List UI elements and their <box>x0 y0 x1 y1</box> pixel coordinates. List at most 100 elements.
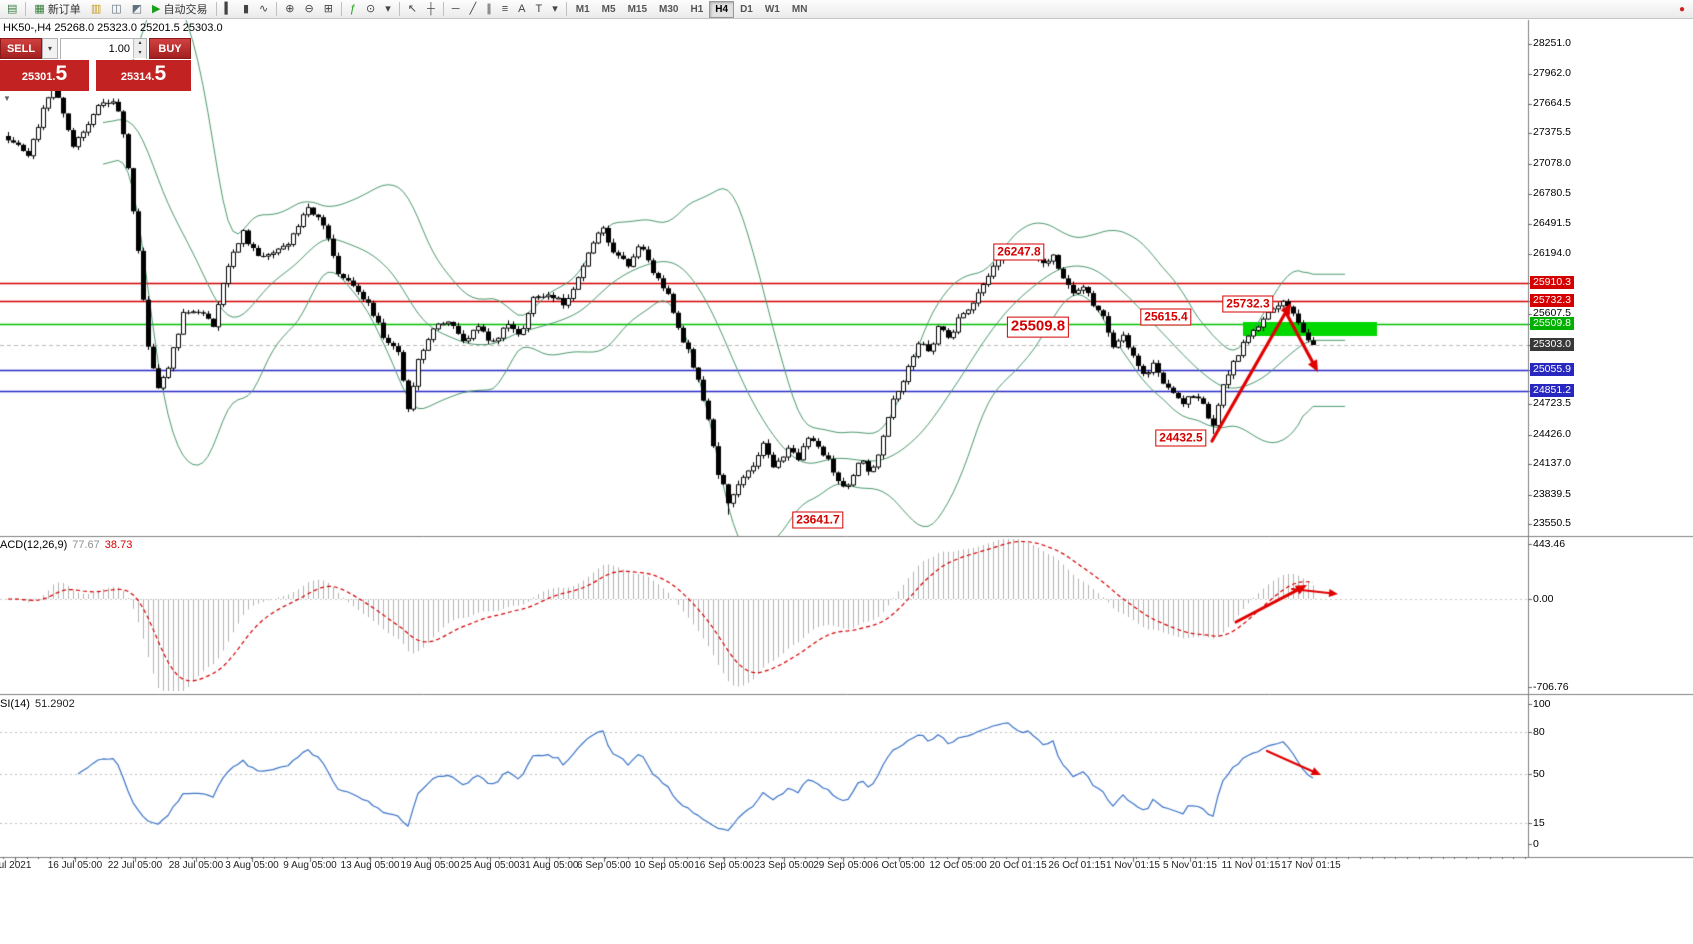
volume-input-wrap: ▴ ▾ <box>60 38 147 59</box>
buy-price-small: 25314. <box>120 71 155 83</box>
buy-price[interactable]: 25314. 5 <box>96 60 191 91</box>
timeframe-h4-button[interactable]: H4 <box>709 0 735 18</box>
toolbar-candle-chart-mode-button[interactable]: ▮ <box>238 1 254 18</box>
label-tool-icon: T <box>535 2 543 15</box>
volume-input[interactable] <box>61 39 146 59</box>
time-axis-label: 10 Sep 05:00 <box>634 860 694 871</box>
toolbar-crosshair-button[interactable]: ┼ <box>422 1 440 18</box>
toolbar-periods-button[interactable]: ⊙ <box>361 1 380 18</box>
toolbar: ▤ ▦ 新订单 ▥ ◫ ◩ ▶ 自动交易 ▍ ▮ ∿ ⊕ ⊖ ⊞ ƒ ⊙ ▾ ↖ ┼ ─ ╱ ∥ ≡ A T ▾ M1 M5 M15 M3… <box>0 0 1693 19</box>
toolbar-separator <box>215 2 217 16</box>
sell-button[interactable]: SELL <box>0 38 42 59</box>
timeframe-w1-button[interactable]: W1 <box>764 3 780 15</box>
price-axis-label: 25732.3 <box>1530 294 1574 308</box>
time-axis-label: 12 Oct 05:00 <box>929 860 987 871</box>
toolbar-shapes-tool-button[interactable]: ▾ <box>547 1 563 18</box>
toolbar-new-chart-button[interactable]: ▤ <box>2 1 22 18</box>
price-callout[interactable]: 24432.5 <box>1155 429 1207 447</box>
text-tool-icon: A <box>518 2 526 15</box>
toolbar-terminal-button[interactable]: ◩ <box>127 1 147 18</box>
trade-panel-collapse-button[interactable]: ▼ <box>3 94 11 103</box>
time-axis[interactable]: ul 2021 16 Jul 05:00 22 Jul 05:00 28 Jul 05… <box>0 857 1528 877</box>
volume-up-button[interactable]: ▴ <box>134 39 146 49</box>
toolbar-fibonacci-tool-button[interactable]: ≡ <box>497 1 513 18</box>
order-type-dropdown[interactable]: ▾ <box>42 38 58 59</box>
indicators-icon: ƒ <box>349 2 357 15</box>
toolbar-zoom-out-button[interactable]: ⊖ <box>299 1 318 18</box>
candle-chart-mode-icon: ▮ <box>242 2 250 15</box>
price-callout[interactable]: 23641.7 <box>792 511 844 529</box>
macd-axis-label: 443.46 <box>1533 538 1566 550</box>
toolbar-indicators-button[interactable]: ƒ <box>345 1 361 18</box>
timeframe-m30-button[interactable]: M30 <box>659 3 679 15</box>
price-axis-label: 25303.0 <box>1530 338 1574 352</box>
toolbar-market-watch-button[interactable]: ▥ <box>86 1 106 18</box>
time-axis-label: 29 Sep 05:00 <box>813 860 873 871</box>
rsi-axis-label: 15 <box>1533 817 1545 829</box>
macd-name: ACD(12,26,9) <box>0 539 68 551</box>
channel-tool-icon: ∥ <box>486 2 492 15</box>
toolbar-line-chart-mode-button[interactable]: ∿ <box>254 1 273 18</box>
zoom-in-icon: ⊕ <box>285 2 295 15</box>
toolbar-trendline-tool-button[interactable]: ╱ <box>465 1 482 18</box>
buy-button[interactable]: BUY <box>149 38 191 59</box>
price-callout[interactable]: 26247.8 <box>993 243 1045 261</box>
price-axis-label: 27664.5 <box>1533 96 1571 109</box>
alert-icon[interactable]: ● <box>1678 3 1685 15</box>
crosshair-icon: ┼ <box>427 2 435 15</box>
price-axis-label: 26780.5 <box>1533 187 1571 200</box>
price-axis-label: 27078.0 <box>1533 156 1571 169</box>
price-callout[interactable]: 25615.4 <box>1140 308 1192 326</box>
macd-indicator-label: ACD(12,26,9) 77.67 38.73 <box>0 539 132 551</box>
time-axis-label: 16 Jul 05:00 <box>47 860 103 871</box>
price-callout[interactable]: 25509.8 <box>1006 316 1070 338</box>
timeframe-mn-button[interactable]: MN <box>791 3 808 15</box>
toolbar-hline-tool-button[interactable]: ─ <box>447 1 465 18</box>
timeframe-m1-button[interactable]: M1 <box>575 3 590 15</box>
time-axis-label: 25 Aug 05:00 <box>460 860 520 871</box>
timeframe-m15-button[interactable]: M15 <box>627 3 648 15</box>
time-axis-label: 5 Nov 01:15 <box>1163 860 1217 871</box>
price-axis-label: 25910.3 <box>1530 276 1574 290</box>
rsi-axis-label: 0 <box>1533 838 1539 850</box>
price-axis-label: 24137.0 <box>1533 457 1571 470</box>
toolbar-data-window-button[interactable]: ◫ <box>106 1 126 18</box>
time-axis-label: 17 Nov 01:15 <box>1281 860 1341 871</box>
time-axis-label: ul 2021 <box>0 860 32 871</box>
sell-price-big: 5 <box>55 62 68 85</box>
toolbar-channel-tool-button[interactable]: ∥ <box>481 1 497 18</box>
toolbar-separator <box>340 2 342 16</box>
toolbar-tile-windows-button[interactable]: ⊞ <box>319 1 338 18</box>
volume-stepper: ▴ ▾ <box>133 39 146 58</box>
macd-axis-label: 0.00 <box>1533 593 1554 605</box>
panel-resize-handle[interactable] <box>0 534 1693 539</box>
toolbar-zoom-in-button[interactable]: ⊕ <box>280 1 299 18</box>
sell-price-small: 25301. <box>21 71 56 83</box>
fibonacci-tool-icon: ≡ <box>501 2 509 15</box>
toolbar-label-tool-button[interactable]: T <box>530 1 547 18</box>
auto-trading-icon: ▶ <box>152 2 161 15</box>
toolbar-templates-button[interactable]: ▾ <box>380 1 396 18</box>
timeframe-h1-button[interactable]: H1 <box>690 3 704 15</box>
timeframe-m5-button[interactable]: M5 <box>601 3 616 15</box>
panel-resize-handle[interactable] <box>0 692 1693 697</box>
toolbar-auto-trading-button[interactable]: ▶ 自动交易 <box>147 1 212 18</box>
sell-price[interactable]: 25301. 5 <box>0 60 89 91</box>
price-axis-label: 27962.0 <box>1533 66 1571 79</box>
time-axis-label: 31 Aug 05:00 <box>519 860 579 871</box>
volume-down-button[interactable]: ▾ <box>134 48 146 58</box>
toolbar-bar-chart-mode-button[interactable]: ▍ <box>220 1 238 18</box>
price-axis-label: 24723.5 <box>1533 397 1571 410</box>
toolbar-text-tool-button[interactable]: A <box>513 1 530 18</box>
rsi-axis-label: 100 <box>1533 698 1551 710</box>
toolbar-separator <box>276 2 278 16</box>
toolbar-new-order-button[interactable]: ▦ 新订单 <box>29 1 85 18</box>
price-axis[interactable]: 28251.0 27962.0 27664.5 27375.5 27078.0 26780… <box>1528 20 1693 857</box>
time-axis-label: 13 Aug 05:00 <box>340 860 400 871</box>
toolbar-separator <box>565 2 567 16</box>
toolbar-cursor-button[interactable]: ↖ <box>403 1 422 18</box>
price-axis-label: 24426.0 <box>1533 427 1571 440</box>
timeframe-d1-button[interactable]: D1 <box>740 3 753 15</box>
price-callout[interactable]: 25732.3 <box>1222 295 1274 313</box>
